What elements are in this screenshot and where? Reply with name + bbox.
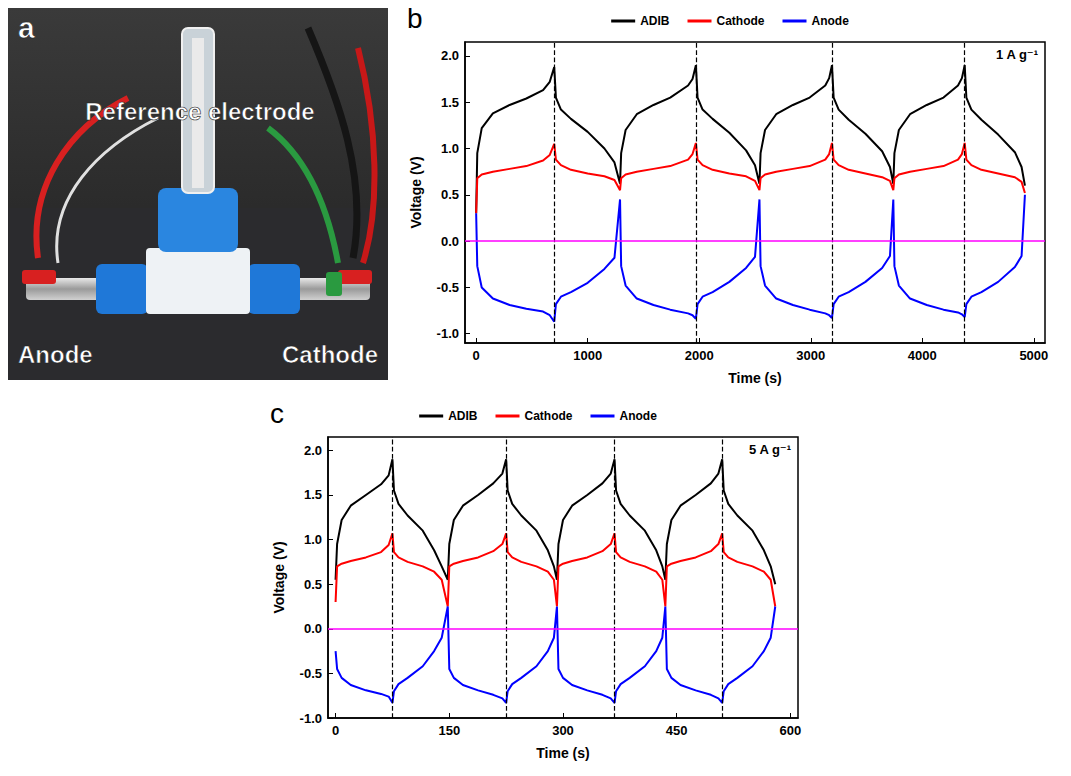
svg-text:a: a [18,11,35,44]
svg-text:Cathode: Cathode [525,409,573,423]
svg-text:1.5: 1.5 [441,95,459,110]
svg-text:5 A g⁻¹: 5 A g⁻¹ [749,442,791,457]
svg-text:ADIB: ADIB [640,14,670,28]
svg-text:-0.5: -0.5 [300,666,322,681]
svg-text:-1.0: -1.0 [437,326,459,341]
svg-text:600: 600 [780,723,802,738]
svg-text:b: b [407,3,423,34]
svg-text:0.5: 0.5 [304,577,322,592]
svg-text:0.0: 0.0 [441,234,459,249]
svg-text:0: 0 [473,348,480,363]
svg-text:1 A g⁻¹: 1 A g⁻¹ [996,47,1038,62]
svg-text:Voltage (V): Voltage (V) [271,541,287,613]
svg-text:Voltage (V): Voltage (V) [408,156,424,228]
svg-text:Cathode: Cathode [717,14,765,28]
svg-text:450: 450 [666,723,688,738]
svg-text:3000: 3000 [796,348,825,363]
svg-text:Time (s): Time (s) [728,370,781,386]
svg-text:1.5: 1.5 [304,487,322,502]
svg-text:-1.0: -1.0 [300,711,322,726]
svg-text:ADIB: ADIB [448,409,478,423]
svg-text:0.0: 0.0 [304,621,322,636]
svg-text:Time (s): Time (s) [536,745,589,761]
svg-text:c: c [270,398,284,429]
svg-text:150: 150 [438,723,460,738]
svg-text:5000: 5000 [1019,348,1048,363]
svg-text:4000: 4000 [908,348,937,363]
svg-text:2.0: 2.0 [441,48,459,63]
svg-text:300: 300 [552,723,574,738]
svg-text:0: 0 [332,723,339,738]
svg-text:Reference electrode: Reference electrode [85,98,314,125]
svg-text:Anode: Anode [620,409,658,423]
svg-text:Anode: Anode [812,14,850,28]
svg-text:-0.5: -0.5 [437,280,459,295]
svg-text:Anode: Anode [18,341,93,368]
svg-text:0.5: 0.5 [441,187,459,202]
svg-text:2.0: 2.0 [304,443,322,458]
svg-text:2000: 2000 [685,348,714,363]
svg-text:1000: 1000 [573,348,602,363]
svg-text:1.0: 1.0 [441,141,459,156]
svg-text:1.0: 1.0 [304,532,322,547]
svg-text:Cathode: Cathode [282,341,378,368]
